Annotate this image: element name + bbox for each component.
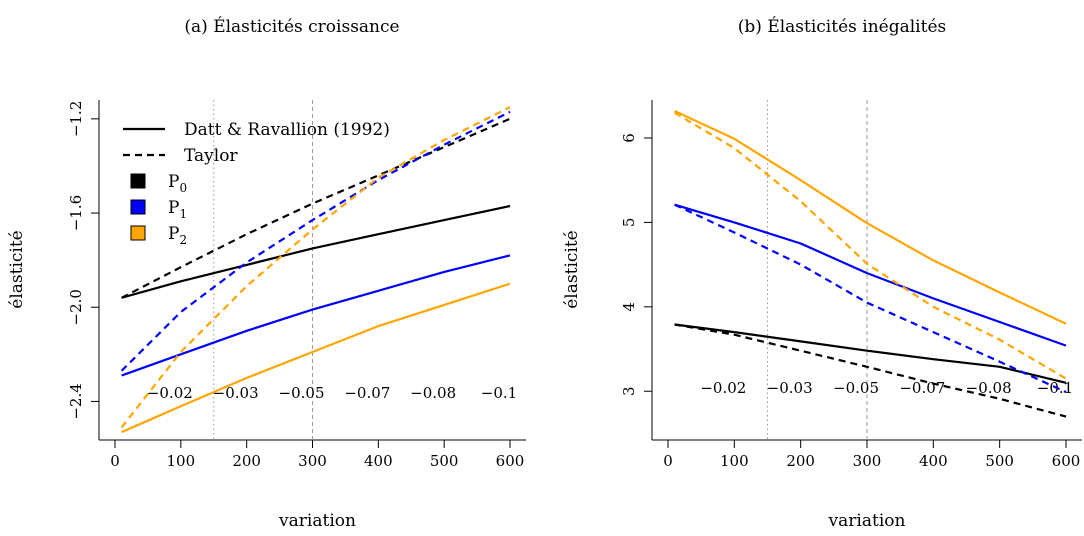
y-tick-label: 6 (620, 133, 638, 143)
x-tick-label: 600 (496, 452, 525, 470)
x-tick-label: 500 (430, 452, 459, 470)
chart-title: (b) Élasticités inégalités (738, 16, 946, 37)
x-tick-label: 300 (853, 452, 882, 470)
inner-label: −0.02 (700, 379, 746, 397)
series-line (121, 117, 511, 299)
inner-label: −0.08 (966, 379, 1012, 397)
series-line (674, 111, 1067, 380)
series-line (674, 323, 1067, 384)
x-tick-label: 600 (1052, 452, 1081, 470)
legend-color-label: P0 (168, 172, 187, 195)
y-tick-label: −1.2 (67, 101, 85, 137)
legend-line-label: Taylor (184, 146, 238, 166)
x-tick-label: 100 (167, 452, 196, 470)
inner-label: −0.03 (767, 379, 813, 397)
x-axis-label: variation (278, 511, 356, 531)
legend-color-label: P2 (168, 224, 187, 247)
legend-swatch (130, 225, 146, 241)
inner-label: −0.1 (481, 384, 517, 402)
series-line (674, 323, 1067, 418)
x-tick-label: 200 (232, 452, 261, 470)
x-tick-label: 100 (720, 452, 749, 470)
x-tick-label: 0 (110, 452, 120, 470)
x-tick-label: 200 (786, 452, 815, 470)
inner-label: −0.02 (147, 384, 193, 402)
y-axis-label: élasticité (7, 230, 27, 308)
series-line (674, 203, 1067, 347)
inner-label: −0.07 (344, 384, 390, 402)
y-tick-label: −2.4 (67, 383, 85, 419)
x-tick-label: 300 (298, 452, 327, 470)
inner-label: −0.05 (279, 384, 325, 402)
series-line (120, 106, 511, 429)
inner-label: −0.05 (833, 379, 879, 397)
series-line (674, 110, 1067, 325)
y-tick-label: 3 (620, 386, 638, 396)
inner-label: −0.08 (410, 384, 456, 402)
y-tick-label: −2.0 (67, 289, 85, 325)
x-tick-label: 500 (985, 452, 1014, 470)
x-tick-label: 0 (663, 452, 673, 470)
x-tick-label: 400 (919, 452, 948, 470)
series-line (674, 203, 1067, 394)
y-tick-label: −1.6 (67, 195, 85, 231)
series-line (121, 282, 511, 434)
legend-line-label: Datt & Ravallion (1992) (184, 120, 390, 140)
series-line (120, 110, 511, 372)
series-line (121, 204, 511, 299)
legend-swatch (130, 173, 146, 189)
y-tick-label: 4 (620, 302, 638, 312)
x-tick-label: 400 (364, 452, 393, 470)
x-axis-label: variation (828, 511, 906, 531)
chart-title: (a) Élasticités croissance (184, 16, 399, 37)
series-line (121, 254, 511, 377)
legend-color-label: P1 (168, 198, 187, 221)
y-axis-label: élasticité (562, 230, 582, 308)
legend-swatch (130, 199, 146, 215)
y-tick-label: 5 (620, 218, 638, 228)
inner-label: −0.03 (213, 384, 259, 402)
